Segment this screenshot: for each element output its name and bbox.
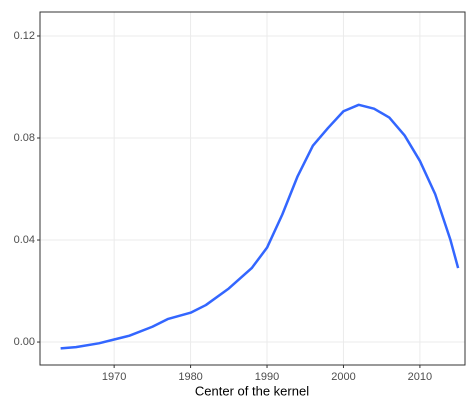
x-axis-label: Center of the kernel: [195, 383, 309, 398]
panel-border: [39, 11, 466, 366]
x-tick-label: 1980: [178, 371, 202, 383]
plot-background: [40, 12, 465, 365]
y-tick-label: 0.00: [14, 336, 35, 348]
line: [60, 103, 460, 350]
y-tick-label: 0.12: [14, 30, 35, 42]
x-tick-label: 1990: [255, 371, 279, 383]
x-tick-label: 1970: [102, 371, 126, 383]
y-tick-label: 0.08: [14, 132, 35, 144]
x-tick-label: 2000: [331, 371, 355, 383]
x-tick-label: 2010: [408, 371, 432, 383]
y-tick-label: 0.04: [14, 234, 35, 246]
